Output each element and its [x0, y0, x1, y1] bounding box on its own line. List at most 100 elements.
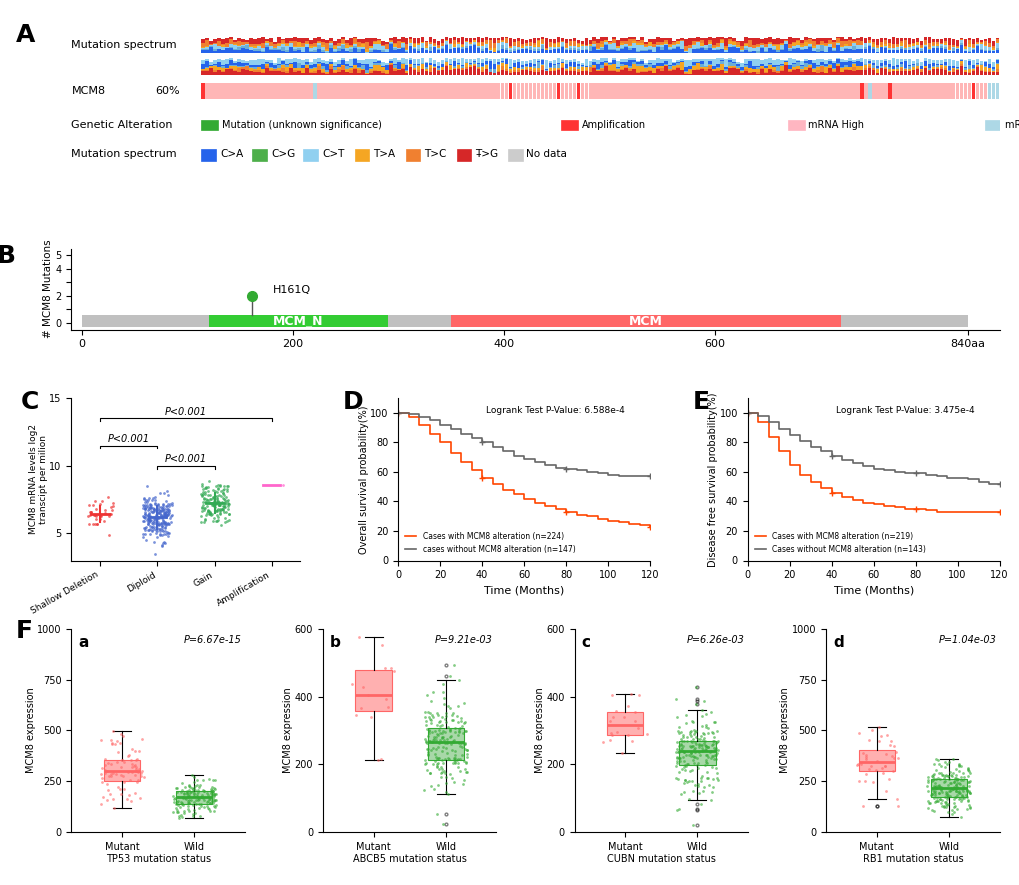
- Bar: [304, 150, 318, 160]
- Text: B: B: [0, 244, 16, 268]
- Bar: [763, 73, 767, 74]
- Bar: [377, 71, 380, 74]
- Point: [157, 506, 173, 520]
- Bar: [871, 49, 874, 53]
- Bar: [978, 50, 982, 53]
- Point: [677, 708, 693, 722]
- Bar: [285, 38, 288, 42]
- Bar: [253, 72, 257, 74]
- Bar: [392, 71, 396, 74]
- Bar: [672, 65, 676, 69]
- Bar: [836, 59, 839, 64]
- Bar: [428, 51, 432, 53]
- Point: [215, 498, 231, 512]
- Point: [142, 514, 158, 528]
- Bar: [887, 42, 891, 46]
- Bar: [624, 59, 628, 62]
- Bar: [628, 46, 632, 48]
- Point: [708, 771, 725, 785]
- Bar: [480, 66, 484, 70]
- Bar: [373, 38, 376, 41]
- Point: [147, 496, 163, 510]
- Bar: [556, 68, 559, 69]
- Bar: [700, 61, 703, 65]
- Bar: [344, 61, 348, 64]
- Bar: [484, 65, 488, 69]
- Point: [872, 760, 889, 774]
- Point: [446, 720, 463, 735]
- Point: [137, 507, 153, 521]
- Bar: [927, 43, 930, 47]
- Point: [612, 746, 629, 760]
- Bar: [951, 60, 955, 65]
- Bar: [572, 38, 576, 42]
- Bar: [472, 64, 476, 65]
- Point: [189, 787, 205, 801]
- Bar: [863, 49, 866, 53]
- Bar: [536, 72, 540, 74]
- Point: [686, 757, 702, 771]
- Bar: [552, 82, 555, 99]
- Point: [184, 781, 201, 795]
- Point: [431, 720, 447, 734]
- Bar: [843, 62, 847, 65]
- Bar: [480, 70, 484, 73]
- Bar: [640, 73, 643, 74]
- Bar: [907, 65, 911, 66]
- Point: [202, 796, 218, 810]
- Bar: [871, 65, 874, 67]
- Point: [428, 750, 444, 764]
- Text: Logrank Test P-Value: 3.475e-4: Logrank Test P-Value: 3.475e-4: [835, 406, 973, 415]
- Point: [166, 795, 182, 809]
- Point: [675, 759, 691, 773]
- Bar: [369, 38, 372, 46]
- Point: [179, 794, 196, 808]
- Point: [417, 705, 433, 720]
- Point: [128, 751, 145, 766]
- Bar: [676, 44, 680, 46]
- Point: [160, 517, 176, 531]
- Point: [178, 792, 195, 806]
- Bar: [540, 49, 544, 53]
- Point: [79, 510, 96, 524]
- Bar: [329, 38, 332, 41]
- Bar: [963, 47, 966, 49]
- Bar: [688, 48, 691, 53]
- Point: [140, 517, 156, 531]
- Point: [923, 773, 940, 787]
- Point: [191, 792, 207, 806]
- Point: [205, 796, 221, 810]
- Bar: [373, 63, 376, 65]
- Point: [155, 498, 171, 512]
- Point: [205, 491, 221, 505]
- Bar: [907, 45, 911, 48]
- Point: [143, 498, 159, 512]
- Point: [199, 795, 215, 809]
- Bar: [795, 65, 799, 69]
- Bar: [436, 45, 440, 47]
- Bar: [652, 39, 655, 43]
- Point: [684, 739, 700, 753]
- Bar: [580, 66, 584, 71]
- Bar: [340, 70, 344, 74]
- Point: [668, 772, 685, 786]
- Bar: [851, 67, 855, 71]
- Bar: [620, 43, 624, 45]
- Bar: [265, 64, 269, 66]
- Bar: [461, 65, 464, 66]
- Bar: [927, 47, 930, 49]
- Bar: [995, 48, 999, 50]
- Point: [205, 494, 221, 508]
- Bar: [285, 65, 288, 67]
- Bar: [963, 67, 966, 68]
- Bar: [982, 67, 986, 72]
- Bar: [676, 39, 680, 41]
- Bar: [707, 64, 711, 65]
- Bar: [859, 37, 863, 41]
- Point: [919, 801, 935, 815]
- Bar: [82, 315, 967, 327]
- Bar: [361, 49, 364, 53]
- Point: [423, 694, 439, 708]
- Bar: [572, 48, 576, 50]
- Bar: [556, 48, 559, 49]
